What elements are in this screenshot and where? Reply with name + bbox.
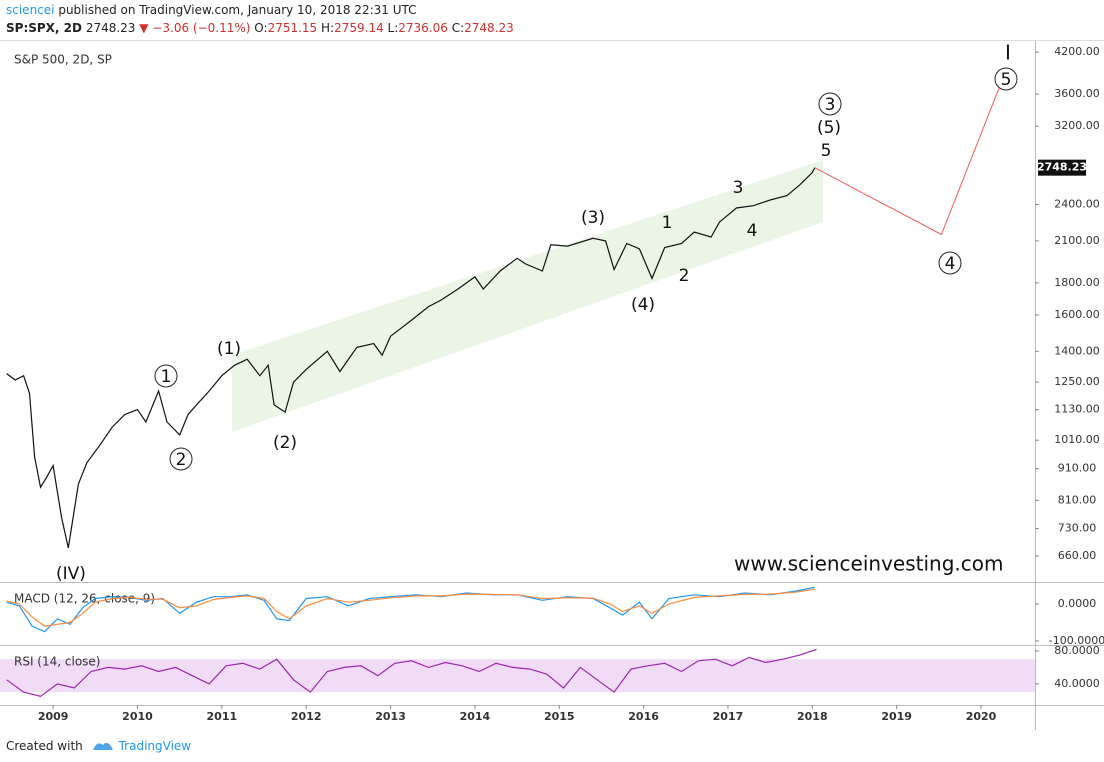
wave-label: 2 — [176, 450, 187, 470]
chart: www.scienceinvesting.com S&P 500, 2D, SP… — [0, 40, 1104, 730]
wave-circle — [994, 67, 1018, 91]
footer-brand[interactable]: TradingView — [118, 739, 192, 753]
wave-circle — [169, 447, 193, 471]
y-tick-label: 1130.00 — [1054, 403, 1100, 416]
y-tick-label: 1400.00 — [1054, 344, 1100, 357]
publish-info: published on TradingView.com, January 10… — [58, 3, 417, 17]
pane-title: MACD (12, 26, close, 9) — [14, 592, 155, 606]
wave-label: 3 — [825, 95, 836, 115]
change-value: −3.06 (−0.11%) — [152, 21, 251, 35]
y-tick-label: 1800.00 — [1054, 276, 1100, 289]
watermark: www.scienceinvesting.com — [734, 552, 1003, 576]
wave-circle — [938, 251, 962, 275]
y-tick-label: 910.00 — [1058, 462, 1097, 475]
pane-title: RSI (14, close) — [14, 655, 100, 669]
wave-circle — [154, 364, 178, 388]
footer: Created with TradingView — [6, 736, 191, 753]
price: 2748.23 — [85, 21, 136, 35]
wave-label: I — [1005, 41, 1011, 65]
y-tick-label: 40.0000 — [1054, 677, 1100, 690]
last-price-label: 2748.23 — [1037, 161, 1087, 174]
wave-label: 5 — [821, 141, 832, 161]
wave-label: (IV) — [56, 564, 86, 584]
x-tick-label: 2016 — [628, 710, 659, 723]
y-tick-label: 1010.00 — [1054, 433, 1100, 446]
last-price-tag — [1038, 159, 1086, 176]
projection-line — [814, 86, 1001, 236]
wave-label: 2 — [679, 266, 690, 286]
series-line — [6, 588, 815, 627]
wave-circle — [818, 92, 842, 116]
y-tick-label: 1600.00 — [1054, 308, 1100, 321]
wave-label: (2) — [273, 433, 297, 453]
y-tick-label: 730.00 — [1058, 522, 1097, 535]
x-tick-label: 2010 — [122, 710, 153, 723]
symbol: SP:SPX, 2D — [6, 21, 82, 35]
wave-label: (3) — [581, 208, 605, 228]
wave-label: 5 — [1001, 70, 1012, 90]
wave-label: (1) — [217, 339, 241, 359]
ohlc-label: H: — [321, 21, 335, 35]
x-tick-label: 2020 — [966, 710, 997, 723]
wave-label: 4 — [945, 254, 956, 274]
author[interactable]: sciencei — [6, 3, 55, 17]
y-tick-label: 1250.00 — [1054, 375, 1100, 388]
x-tick-label: 2017 — [713, 710, 744, 723]
chart-content: S&P 500, 2D, SP 4200.00 3600.00 3200.00 2400… — [0, 41, 1104, 723]
ohlc-label: O: — [254, 21, 268, 35]
x-tick-label: 2015 — [544, 710, 575, 723]
change: ▼ −3.06 (−0.11%) — [139, 21, 251, 35]
x-tick-label: 2018 — [797, 710, 828, 723]
ohlc-value: 2748.23 — [464, 21, 514, 35]
y-tick-label: 0.0000 — [1058, 597, 1097, 610]
quote-line: SP:SPX, 2D 2748.23 ▼ −3.06 (−0.11%) O:27… — [6, 21, 514, 35]
y-tick-label: 3200.00 — [1054, 119, 1100, 132]
publish-line: sciencei published on TradingView.com, J… — [6, 3, 417, 17]
y-tick-label: 2400.00 — [1054, 198, 1100, 211]
y-tick-label: 80.0000 — [1054, 644, 1100, 657]
ohlc-value: 2759.14 — [334, 21, 384, 35]
y-tick-label: -100.0000 — [1049, 634, 1104, 647]
y-tick-label: 660.00 — [1058, 549, 1097, 562]
series-line — [6, 586, 815, 633]
ohlc-value: 2751.15 — [267, 21, 318, 35]
x-tick-label: 2011 — [207, 710, 238, 723]
x-tick-label: 2019 — [881, 710, 912, 723]
x-tick-label: 2012 — [291, 710, 322, 723]
footer-text: Created with — [6, 739, 83, 753]
series-line — [6, 167, 816, 549]
logo — [92, 742, 113, 750]
wave-label: 3 — [733, 178, 744, 198]
trend-channel — [232, 160, 823, 432]
ohlc-value: 2736.06 — [398, 21, 448, 35]
pane-title: S&P 500, 2D, SP — [14, 53, 112, 67]
y-tick-label: 3600.00 — [1054, 87, 1100, 100]
wave-label: (4) — [631, 295, 655, 315]
x-tick-label: 2009 — [38, 710, 69, 723]
series-line — [6, 648, 817, 697]
wave-label: (5) — [817, 118, 841, 138]
y-tick-label: 2100.00 — [1054, 234, 1100, 247]
wave-label: 1 — [662, 213, 673, 233]
y-tick-label: 810.00 — [1058, 493, 1097, 506]
rsi-band — [0, 659, 1035, 693]
ohlc-label: C: — [451, 21, 465, 35]
x-tick-label: 2014 — [460, 710, 491, 723]
ohlc-label: L: — [387, 21, 399, 35]
wave-label: 1 — [161, 367, 172, 387]
wave-label: 4 — [747, 221, 758, 241]
x-tick-label: 2013 — [375, 710, 406, 723]
y-tick-label: 4200.00 — [1054, 45, 1100, 58]
